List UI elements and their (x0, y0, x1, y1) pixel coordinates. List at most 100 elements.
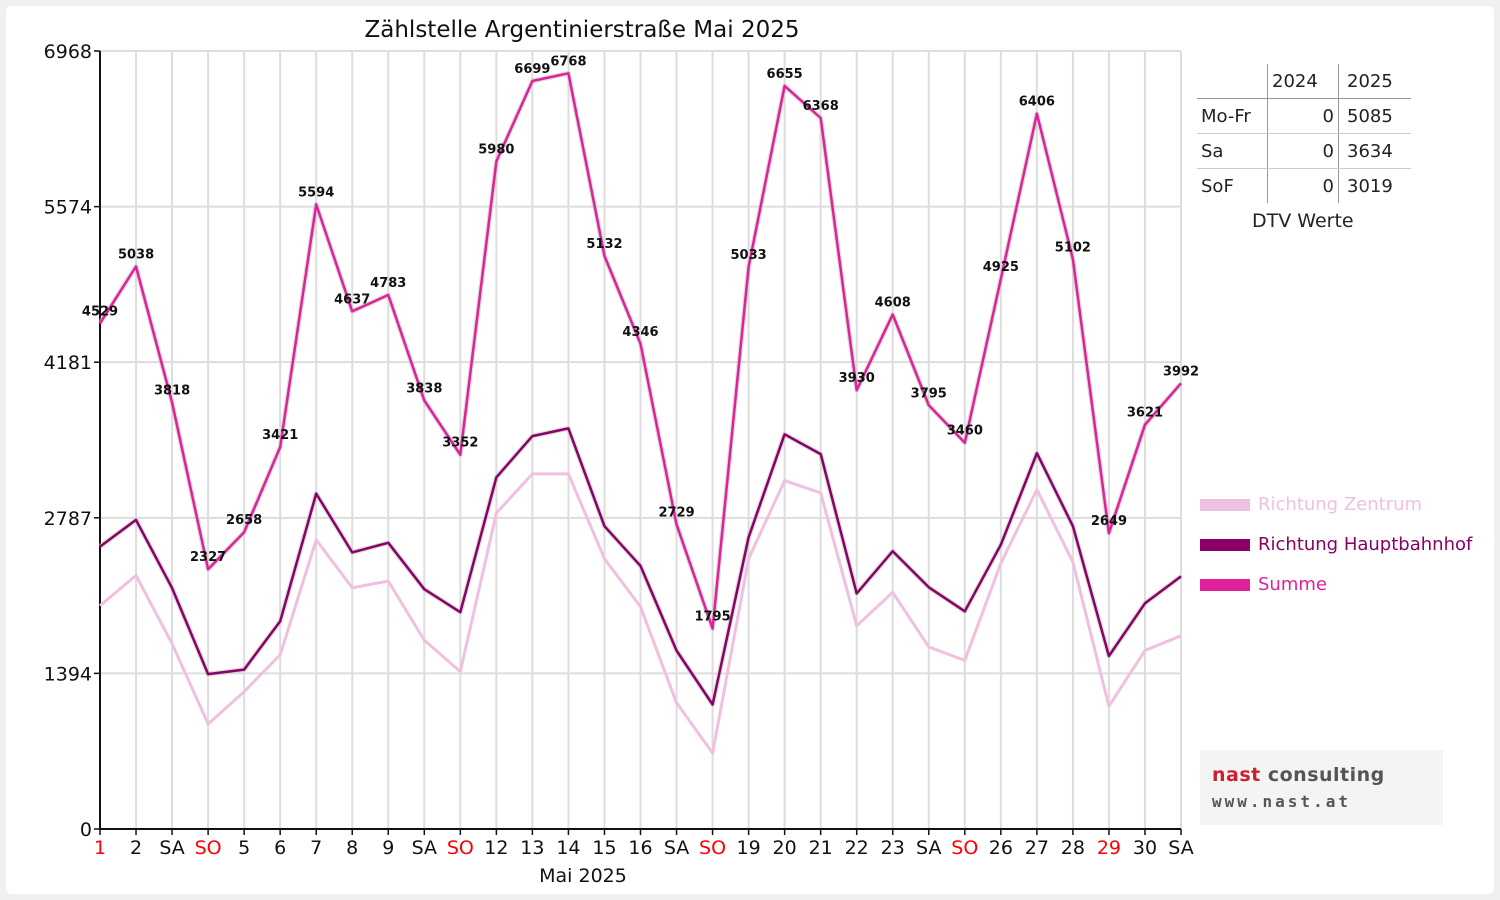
series-lines (97, 70, 1183, 755)
data-label: 5980 (478, 142, 514, 157)
x-tick-label: 16 (628, 837, 652, 859)
dtv-value-2025: 5085 (1338, 98, 1411, 134)
x-tick-label: 14 (556, 837, 580, 859)
data-label: 2327 (190, 550, 226, 565)
data-label: 3460 (947, 424, 983, 439)
dtv-header-2024: 2024 (1267, 64, 1339, 99)
x-tick-label: 26 (989, 837, 1013, 859)
x-tick-label: SO (699, 837, 726, 859)
x-tick-label: 19 (737, 837, 761, 859)
data-label: 3930 (839, 371, 875, 386)
data-label: 3352 (442, 436, 478, 451)
data-label: 3818 (154, 384, 190, 399)
x-tick-label: SO (447, 837, 474, 859)
dtv-header-2025: 2025 (1338, 64, 1411, 99)
data-label: 6368 (803, 99, 839, 114)
data-label: 3621 (1127, 406, 1163, 421)
data-label: 5102 (1055, 240, 1091, 255)
dtv-row-sa: Sa 0 3634 (1197, 133, 1411, 169)
data-label: 4925 (983, 260, 1019, 275)
data-label: 6768 (550, 54, 586, 69)
dtv-value-2025: 3019 (1338, 168, 1411, 203)
data-label: 2729 (658, 505, 694, 520)
chart-title: Zählstelle Argentinierstraße Mai 2025 (365, 17, 800, 43)
x-tick-label: 15 (592, 837, 616, 859)
data-label: 4529 (82, 304, 118, 319)
x-tick-label: SO (195, 837, 222, 859)
logo-wordmark: nast consulting (1212, 764, 1385, 786)
x-tick-label: SA (159, 837, 184, 859)
y-axis-ticks: 0 1394 2787 4181 5574 6968 (44, 41, 100, 841)
x-axis-ticks: 1 2 SA SO 5 6 7 8 9 SA SO 12 13 14 15 16 SA SO 19 20 21 22 23 S… (94, 829, 1194, 859)
legend-swatch-zentrum (1200, 499, 1250, 511)
legend-label-zentrum: Richtung Zentrum (1258, 494, 1423, 515)
x-tick-label: SO (951, 837, 978, 859)
x-tick-label: 5 (238, 837, 250, 859)
dtv-header-blank (1197, 64, 1268, 99)
dtv-row-label: SoF (1201, 175, 1234, 197)
series-line-summe (98, 72, 1182, 630)
x-tick-label: SA (664, 837, 689, 859)
dtv-table: 2024 2025 Mo-Fr 0 5085 Sa 0 3634 SoF 0 3… (1197, 64, 1411, 203)
data-label: 6699 (514, 62, 550, 77)
legend-item-hauptbahnhof: Richtung Hauptbahnhof (1200, 534, 1472, 555)
y-tick-label: 1394 (44, 663, 92, 685)
x-tick-label: 21 (809, 837, 833, 859)
data-label: 4783 (370, 276, 406, 291)
x-tick-label: 28 (1061, 837, 1085, 859)
x-axis-label: Mai 2025 (539, 865, 627, 887)
x-tick-label: 22 (845, 837, 869, 859)
x-tick-label: 30 (1133, 837, 1157, 859)
data-label: 5594 (298, 185, 334, 200)
dtv-value-2024: 0 (1267, 133, 1339, 169)
data-label: 6406 (1019, 95, 1055, 110)
dtv-row-mofr: Mo-Fr 0 5085 (1197, 98, 1411, 134)
data-label: 1795 (694, 610, 730, 625)
x-tick-label: 7 (310, 837, 322, 859)
legend-item-zentrum: Richtung Zentrum (1200, 494, 1422, 515)
x-tick-label: 23 (881, 837, 905, 859)
data-label: 2658 (226, 513, 262, 528)
x-tick-label: 1 (94, 837, 106, 859)
x-tick-label: SA (916, 837, 941, 859)
x-tick-label: 9 (382, 837, 394, 859)
data-label: 3795 (911, 386, 947, 401)
legend-swatch-hauptbahnhof (1200, 539, 1250, 551)
series-line-zentrum (99, 472, 1182, 755)
data-label: 5038 (118, 247, 154, 262)
data-label: 5033 (731, 248, 767, 263)
legend-label-hauptbahnhof: Richtung Hauptbahnhof (1258, 534, 1473, 555)
dtv-row-label: Mo-Fr (1197, 98, 1268, 134)
data-label: 6655 (767, 67, 803, 82)
data-label: 4637 (334, 292, 370, 307)
x-tick-label: SA (412, 837, 437, 859)
data-label: 4608 (875, 296, 911, 311)
dtv-value-2024: 0 (1267, 98, 1339, 134)
data-label: 5132 (586, 237, 622, 252)
x-tick-label: 27 (1025, 837, 1049, 859)
dtv-caption: DTV Werte (1252, 210, 1354, 232)
y-tick-label: 4181 (44, 352, 92, 374)
x-tick-label: 2 (130, 837, 142, 859)
y-tick-label: 0 (80, 819, 92, 841)
y-tick-label: 2787 (44, 508, 92, 530)
dtv-row-label: Sa (1197, 133, 1268, 169)
x-tick-label: 29 (1097, 837, 1121, 859)
y-tick-label: 5574 (44, 197, 92, 219)
y-tick-label: 6968 (44, 41, 92, 63)
dtv-row-sof: SoF 0 3019 (1197, 168, 1411, 203)
legend-label-summe: Summe (1258, 574, 1327, 595)
data-label: 3992 (1163, 364, 1199, 379)
nast-consulting-logo: nast consulting www.nast.at (1200, 750, 1443, 825)
x-tick-label: SA (1168, 837, 1193, 859)
x-tick-label: 13 (520, 837, 544, 859)
logo-url: www.nast.at (1212, 792, 1351, 811)
dtv-value-2024: 0 (1267, 168, 1339, 203)
dtv-value-2025: 3634 (1338, 133, 1411, 169)
legend-swatch-summe (1200, 579, 1250, 591)
x-tick-label: 6 (274, 837, 286, 859)
x-tick-label: 20 (773, 837, 797, 859)
data-label: 3838 (406, 381, 442, 396)
